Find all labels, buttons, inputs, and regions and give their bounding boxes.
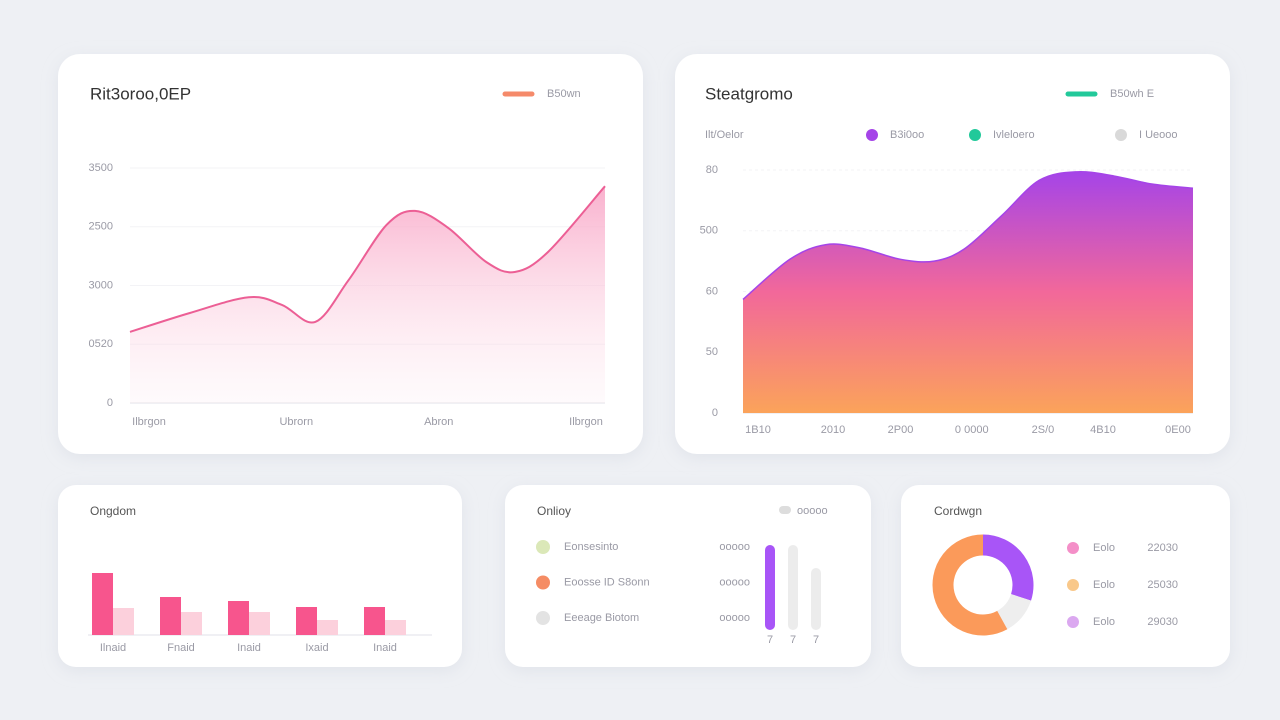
x-tick-label: 7 (813, 634, 819, 646)
legend-value: ooooo (719, 612, 750, 624)
chart-title: Rit3oroo,0EP (90, 84, 191, 103)
y-tick-label: 50 (706, 346, 718, 358)
legend-value: ooooo (719, 541, 750, 553)
legend-swatch (536, 611, 550, 625)
y-tick-label: 80 (706, 164, 718, 176)
x-tick-label: 7 (767, 634, 773, 646)
legend-label: Eolo (1093, 616, 1115, 628)
legend-label: Eolo (1093, 542, 1115, 554)
legend-value: 25030 (1147, 579, 1178, 591)
y-tick-label: 0 (712, 407, 718, 419)
bar (228, 601, 249, 635)
bar (317, 620, 338, 635)
chart-title: Cordwgn (934, 504, 982, 518)
legend-label: Eoosse ID S8onn (564, 576, 650, 588)
legend-label: Eolo (1093, 579, 1115, 591)
legend-label: B50wh E (1110, 88, 1154, 100)
donut-segment (932, 534, 1008, 636)
x-tick-label: Ilbrgon (132, 416, 166, 428)
legend-swatch (1067, 542, 1079, 554)
x-tick-label: 0E00 (1165, 424, 1191, 436)
bar (181, 612, 202, 635)
bar (160, 597, 181, 635)
x-tick-label: 2P00 (888, 424, 914, 436)
bar (296, 607, 317, 635)
legend-label: Eonsesinto (564, 541, 618, 553)
legend-value: ooooo (719, 576, 750, 588)
legend-label: Eeeage Biotom (564, 612, 639, 624)
legend-swatch (536, 540, 550, 554)
y-tick-label: 500 (700, 225, 718, 237)
card (505, 485, 871, 667)
legend-swatch (969, 129, 981, 141)
line (742, 170, 1194, 300)
donut-segment (982, 534, 1034, 601)
x-tick-label: Ilbrgon (569, 416, 603, 428)
legend-swatch (1067, 616, 1079, 628)
legend-label: Ivleloero (993, 129, 1035, 141)
card (58, 485, 462, 667)
bar (92, 573, 113, 635)
legend-swatch (866, 129, 878, 141)
y-tick-label: 3000 (89, 279, 113, 291)
legend-label: B3i0oo (890, 129, 924, 141)
toggle-label: ooooo (797, 505, 828, 517)
y-tick-label: 0520 (89, 338, 113, 350)
x-tick-label: Inaid (237, 642, 261, 654)
bar (765, 545, 775, 630)
x-tick-label: Fnaid (167, 642, 195, 654)
line (129, 185, 606, 333)
legend-swatch (1115, 129, 1127, 141)
area (743, 171, 1193, 413)
legend-label: B50wn (547, 88, 581, 100)
legend-swatch (1067, 579, 1079, 591)
bar (811, 568, 821, 630)
x-tick-label: 1B10 (745, 424, 771, 436)
x-tick-label: Ilnaid (100, 642, 126, 654)
y-tick-label: 60 (706, 285, 718, 297)
chart-title: Onlioy (537, 504, 571, 518)
x-tick-label: 4B10 (1090, 424, 1116, 436)
y-tick-label: 2500 (89, 221, 113, 233)
x-tick-label: Ubrorn (279, 416, 313, 428)
y-tick-label: 3500 (89, 162, 113, 174)
bar (113, 608, 134, 635)
area (130, 186, 605, 403)
legend-value: 22030 (1147, 542, 1178, 554)
bar (788, 545, 798, 630)
chart-title: Steatgromo (705, 84, 793, 103)
legend-value: 29030 (1147, 616, 1178, 628)
chart-title: Ongdom (90, 504, 136, 518)
x-tick-label: Abron (424, 416, 453, 428)
x-tick-label: 2S/0 (1032, 424, 1055, 436)
x-tick-label: 0 0000 (955, 424, 989, 436)
bar (249, 612, 270, 635)
x-tick-label: 2010 (821, 424, 845, 436)
legend-swatch (536, 575, 550, 590)
legend-label: I Ueooo (1139, 129, 1178, 141)
x-tick-label: 7 (790, 634, 796, 646)
donut-segment (996, 593, 1032, 630)
bar (385, 620, 406, 635)
axis-label: Ilt/Oelor (705, 129, 744, 141)
x-tick-label: Inaid (373, 642, 397, 654)
bar (364, 607, 385, 635)
y-tick-label: 0 (107, 397, 113, 409)
x-tick-label: Ixaid (305, 642, 328, 654)
toggle (779, 506, 791, 514)
